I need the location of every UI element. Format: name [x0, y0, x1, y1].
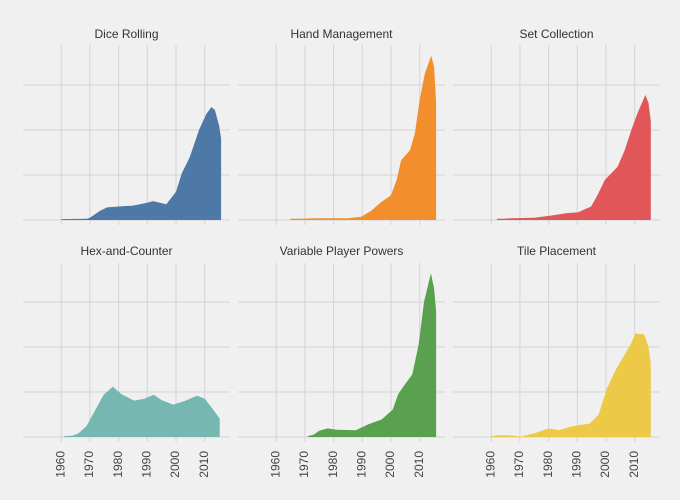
density-area — [290, 55, 437, 220]
x-tick-label: 2000 — [168, 451, 182, 478]
x-tick-label: 1970 — [512, 451, 526, 478]
x-tick-label: 2000 — [598, 451, 612, 478]
panel-tile-placement: 1960 1970 1980 1990 2000 2010 Tile Placement — [453, 244, 660, 478]
panel-title: Set Collection — [519, 27, 593, 41]
x-tick-label: 1980 — [541, 451, 555, 478]
x-tick-label: 1990 — [139, 451, 153, 478]
x-tick-label: 1990 — [354, 451, 368, 478]
panel-title: Hand Management — [290, 27, 393, 41]
x-tick-label: 2010 — [197, 451, 211, 478]
panel-variable-player-powers: 1960 1970 1980 1990 2000 2010 Variable Player … — [238, 244, 445, 478]
density-area — [61, 107, 222, 220]
panel-hand-management: Hand Management — [238, 27, 445, 225]
x-tick-label: 1960 — [268, 451, 282, 478]
density-area — [307, 273, 437, 437]
x-tick-label: 2000 — [383, 451, 397, 478]
x-tick-label: 1980 — [326, 451, 340, 478]
panel-title: Variable Player Powers — [280, 244, 404, 258]
panel-hex-and-counter: 1960 1970 1980 1990 2000 2010 Hex-and-Counter — [23, 244, 230, 478]
x-tick-label: 1980 — [111, 451, 125, 478]
x-tick-label: 1960 — [483, 451, 497, 478]
panel-title: Hex-and-Counter — [80, 244, 172, 258]
panel-dice-rolling: Dice Rolling — [23, 27, 230, 225]
density-area — [496, 94, 651, 220]
density-area — [491, 333, 651, 437]
x-tick-label: 1970 — [297, 451, 311, 478]
x-tick-label: 2010 — [627, 451, 641, 478]
panel-title: Dice Rolling — [94, 27, 158, 41]
panel-title: Tile Placement — [517, 244, 597, 258]
x-tick-label: 1960 — [53, 451, 67, 478]
x-tick-label: 1970 — [82, 451, 96, 478]
panel-set-collection: Set Collection — [453, 27, 660, 225]
x-tick-label: 2010 — [412, 451, 426, 478]
x-tick-label: 1990 — [569, 451, 583, 478]
density-area — [64, 386, 220, 437]
